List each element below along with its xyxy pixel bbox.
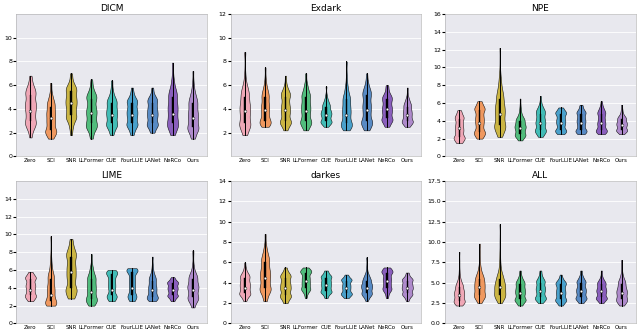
Bar (30, 95, 31, 121)
Bar (172, 283, 173, 295)
Title: LIME: LIME (101, 171, 122, 180)
Bar (285, 97, 286, 121)
Bar (50, 279, 51, 301)
Bar (560, 114, 561, 130)
Bar (366, 95, 367, 121)
Title: NPE: NPE (531, 4, 549, 13)
Bar (264, 97, 266, 121)
Bar (621, 119, 622, 130)
Bar (479, 279, 480, 295)
Bar (520, 121, 521, 134)
Bar (192, 103, 193, 127)
Bar (285, 278, 286, 295)
Title: DICM: DICM (100, 4, 124, 13)
Bar (540, 114, 541, 130)
Bar (325, 278, 326, 291)
Bar (366, 281, 367, 293)
Bar (406, 281, 408, 293)
Bar (499, 279, 500, 295)
Bar (325, 107, 326, 121)
Title: darkes: darkes (311, 171, 341, 180)
Bar (264, 263, 266, 288)
Bar (91, 279, 92, 299)
Bar (346, 100, 347, 123)
Bar (305, 273, 307, 288)
Bar (406, 107, 408, 121)
Bar (131, 272, 132, 295)
Bar (458, 287, 460, 301)
Bar (152, 103, 153, 123)
Title: Exdark: Exdark (310, 4, 342, 13)
Bar (244, 278, 245, 293)
Bar (540, 283, 541, 297)
Bar (152, 281, 153, 297)
Bar (601, 284, 602, 297)
Bar (111, 275, 112, 295)
Bar (91, 100, 92, 123)
Bar (387, 100, 388, 119)
Bar (458, 119, 460, 137)
Bar (520, 284, 521, 299)
Bar (192, 279, 193, 297)
Bar (50, 107, 51, 130)
Bar (172, 97, 173, 123)
Bar (70, 91, 72, 115)
Bar (305, 97, 307, 121)
Bar (601, 114, 602, 130)
Bar (580, 283, 582, 297)
Bar (479, 110, 480, 132)
Title: ALL: ALL (532, 171, 548, 180)
Bar (30, 279, 31, 295)
Bar (560, 284, 561, 299)
Bar (346, 281, 347, 293)
Bar (387, 273, 388, 288)
Bar (499, 99, 500, 125)
Bar (111, 103, 112, 123)
Bar (244, 97, 245, 123)
Bar (70, 257, 72, 288)
Bar (580, 114, 582, 130)
Bar (131, 103, 132, 123)
Bar (621, 284, 622, 299)
